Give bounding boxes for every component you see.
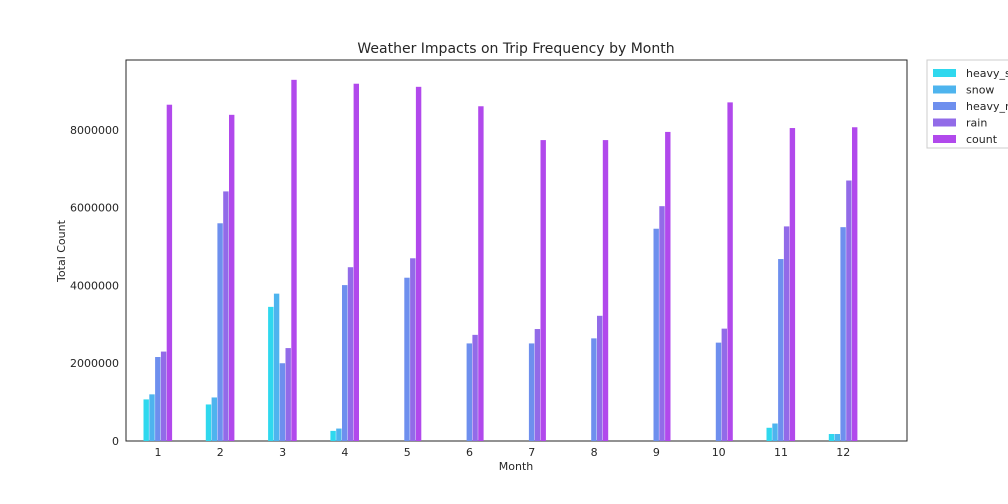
y-tick-label: 0 [112, 435, 119, 448]
x-tick-label: 8 [591, 446, 598, 459]
bar-count-month-10 [727, 102, 733, 441]
x-axis-title: Month [499, 460, 534, 473]
bar-snow-month-11 [772, 423, 778, 441]
bar-snow-month-1 [149, 394, 155, 441]
bar-heavy_r-month-8 [591, 338, 597, 441]
bar-rain-month-3 [285, 348, 291, 441]
bar-heavy_s-month-1 [143, 399, 149, 441]
y-tick-label: 4000000 [70, 279, 119, 292]
bar-heavy_r-month-10 [715, 342, 722, 441]
x-tick-label: 5 [404, 446, 411, 459]
bar-count-month-12 [852, 127, 858, 441]
bar-heavy_s-month-12 [828, 434, 835, 441]
bar-heavy_r-month-7 [528, 343, 535, 441]
bar-count-month-7 [540, 140, 546, 441]
bar-heavy_s-month-3 [268, 306, 274, 441]
legend-label-count: count [966, 133, 998, 146]
bar-heavy_r-month-6 [466, 343, 472, 441]
bar-heavy_r-month-5 [404, 277, 410, 441]
bar-heavy_r-month-11 [778, 259, 784, 441]
x-tick-label: 10 [712, 446, 726, 459]
bars-group [143, 79, 858, 442]
bar-count-month-2 [229, 114, 235, 441]
bar-count-month-6 [478, 106, 484, 441]
bar-rain-month-9 [659, 206, 665, 441]
bar-heavy_r-month-1 [155, 357, 161, 441]
bar-count-month-3 [291, 79, 297, 441]
bar-count-month-8 [602, 140, 609, 441]
y-tick-label: 2000000 [70, 357, 119, 370]
legend-swatch-heavy_s [933, 69, 956, 77]
x-tick-label: 6 [466, 446, 473, 459]
legend-swatch-snow [933, 85, 956, 94]
x-tick-label: 4 [341, 446, 348, 459]
chart-title: Weather Impacts on Trip Frequency by Mon… [357, 41, 674, 57]
bar-rain-month-7 [534, 329, 541, 441]
legend-label-heavy_s: heavy_s [966, 67, 1008, 80]
bar-rain-month-10 [721, 328, 727, 441]
y-tick-label: 8000000 [70, 124, 119, 137]
y-axis-ticks: 0 2000000 4000000 6000000 8000000 [70, 124, 119, 448]
plot-area-frame [125, 59, 908, 442]
bar-snow-month-4 [336, 428, 342, 441]
legend-swatch-count [933, 135, 956, 143]
x-tick-label: 9 [653, 446, 660, 459]
x-tick-label: 11 [774, 446, 788, 459]
x-tick-label: 2 [217, 446, 224, 459]
y-tick-label: 6000000 [70, 202, 119, 215]
bar-rain-month-6 [472, 334, 478, 441]
bar-count-month-1 [166, 104, 173, 442]
bar-rain-month-11 [783, 226, 790, 441]
bar-heavy_r-month-3 [279, 363, 286, 441]
x-tick-label: 3 [279, 446, 286, 459]
bar-count-month-4 [353, 83, 359, 441]
y-axis-title: Total Count [55, 219, 68, 283]
bar-rain-month-4 [347, 267, 354, 441]
bar-count-month-11 [789, 128, 796, 442]
bar-rain-month-1 [160, 351, 167, 441]
legend-swatch-rain [933, 118, 956, 127]
bar-heavy_s-month-11 [766, 427, 772, 441]
bar-rain-month-2 [223, 191, 229, 441]
x-axis-ticks: 1 2 3 4 5 6 7 8 9 10 11 12 [155, 446, 851, 459]
legend-label-heavy_r: heavy_r [966, 100, 1008, 113]
bar-snow-month-12 [834, 434, 840, 441]
bar-heavy_r-month-9 [653, 228, 659, 441]
bar-snow-month-2 [211, 397, 217, 441]
x-tick-label: 12 [836, 446, 850, 459]
bar-snow-month-3 [273, 293, 280, 441]
legend-label-snow: snow [966, 84, 994, 97]
bar-rain-month-8 [597, 315, 603, 441]
bar-rain-month-12 [846, 180, 852, 441]
bar-heavy_s-month-4 [330, 430, 336, 441]
legend-swatch-heavy_r [933, 102, 956, 110]
legend-label-rain: rain [966, 117, 987, 130]
x-tick-label: 7 [528, 446, 535, 459]
bar-rain-month-5 [410, 258, 416, 441]
bar-count-month-9 [665, 131, 671, 442]
bar-count-month-5 [415, 86, 422, 441]
bar-heavy_r-month-4 [342, 285, 348, 441]
bar-heavy_r-month-12 [840, 227, 846, 441]
x-tick-label: 1 [155, 446, 162, 459]
bar-heavy_r-month-2 [217, 223, 223, 441]
bar-heavy_s-month-2 [205, 404, 212, 441]
